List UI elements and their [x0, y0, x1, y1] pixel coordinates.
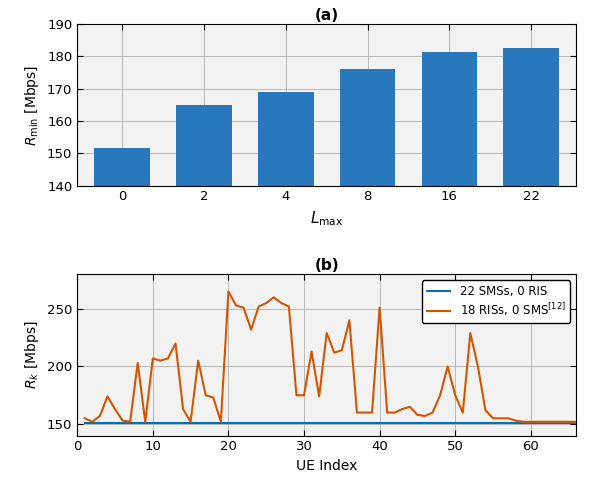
Y-axis label: $R_k$ [Mbps]: $R_k$ [Mbps]: [23, 320, 42, 389]
Y-axis label: $R_{\mathrm{min}}$ [Mbps]: $R_{\mathrm{min}}$ [Mbps]: [23, 64, 42, 146]
Bar: [503, 48, 559, 484]
Bar: [176, 105, 232, 484]
Legend: 22 SMSs, 0 RIS, 18 RISs, 0 SMS$^{[12]}$: 22 SMSs, 0 RIS, 18 RISs, 0 SMS$^{[12]}$: [422, 280, 570, 323]
Bar: [422, 52, 477, 484]
X-axis label: $L_{\mathrm{max}}$: $L_{\mathrm{max}}$: [310, 209, 343, 227]
Title: (a): (a): [315, 8, 339, 23]
Bar: [340, 69, 396, 484]
Bar: [258, 92, 314, 484]
Title: (b): (b): [314, 258, 339, 273]
Bar: [94, 149, 150, 484]
X-axis label: UE Index: UE Index: [296, 459, 358, 473]
